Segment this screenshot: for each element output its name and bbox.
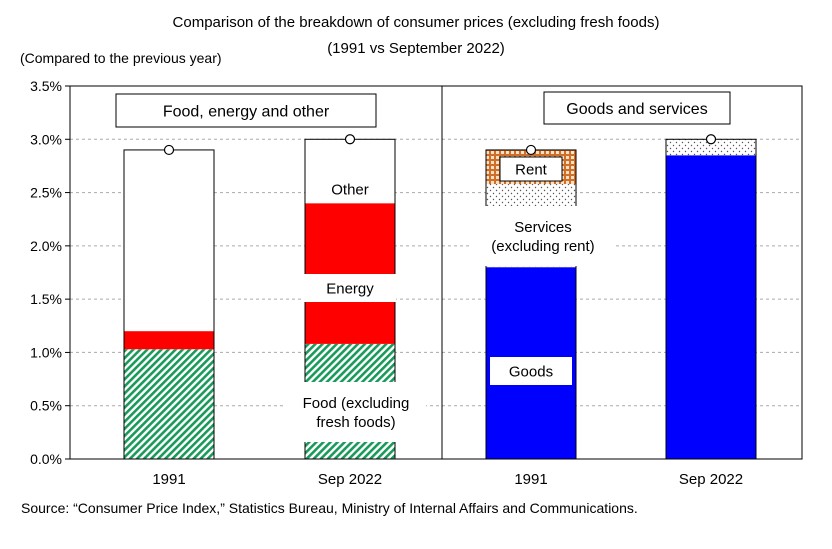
total-marker xyxy=(525,144,537,156)
x-tick-label: Sep 2022 xyxy=(679,471,743,488)
food-label-box xyxy=(286,382,426,442)
y-axis-unit-label: (Compared to the previous year) xyxy=(20,50,222,66)
y-tick-label: 1.5% xyxy=(30,291,62,307)
y-tick-label: 2.0% xyxy=(30,238,62,254)
y-tick-label: 2.5% xyxy=(30,185,62,201)
plot-border xyxy=(69,85,803,460)
panel-label-right-box xyxy=(543,91,731,125)
y-tick-label: 0.0% xyxy=(30,451,62,467)
chart-subtitle: (1991 vs September 2022) xyxy=(327,40,505,57)
goods-segment xyxy=(666,155,756,459)
energy-label-text: Energy xyxy=(326,280,374,297)
panel-label-right: Goods and services xyxy=(543,91,731,125)
goods-label-box xyxy=(490,357,572,385)
total-marker xyxy=(163,144,175,156)
other-label: Other xyxy=(312,175,388,203)
y-tick-label: 0.5% xyxy=(30,398,62,414)
source-note: Source: “Consumer Price Index,” Statisti… xyxy=(21,500,638,516)
food-label: Food (excluding fresh foods) xyxy=(286,382,426,442)
panel-label-right-text: Goods and services xyxy=(566,101,707,118)
energy-segment xyxy=(305,203,395,344)
bars xyxy=(123,134,757,460)
y-tick-label: 3.5% xyxy=(30,78,62,94)
total-marker xyxy=(705,134,717,145)
services-label-text: Services xyxy=(514,219,572,236)
other-label-text: Other xyxy=(331,181,369,198)
axis-ticks: 0.0% 0.5% 1.0% 1.5% 2.0% 2.5% 3.0% 3.5% 1991 Sep … xyxy=(30,78,743,488)
y-tick-label: 3.0% xyxy=(30,131,62,147)
energy-segment xyxy=(124,331,214,350)
plot-frame xyxy=(69,85,803,460)
services-label: Services (excluding rent) xyxy=(472,206,614,266)
panel-label-left: Food, energy and other xyxy=(115,93,377,128)
panel-label-left-text: Food, energy and other xyxy=(163,103,330,120)
rent-label: Rent xyxy=(499,156,563,182)
y-tick-label: 1.0% xyxy=(30,344,62,360)
energy-label-box xyxy=(304,274,396,302)
services-label-box xyxy=(472,206,614,266)
food-segment xyxy=(124,349,214,459)
other-label-box xyxy=(312,175,388,203)
food-label-text: fresh foods) xyxy=(316,414,395,431)
goods-label: Goods xyxy=(490,357,572,385)
services-segment xyxy=(666,139,756,156)
energy-label: Energy xyxy=(304,274,396,302)
other-segment xyxy=(124,149,214,332)
total-marker xyxy=(344,134,356,145)
goods-label-text: Goods xyxy=(509,363,553,380)
x-tick-label: 1991 xyxy=(514,471,547,488)
services-label-text: (excluding rent) xyxy=(491,238,594,255)
panel-label-left-box xyxy=(115,93,377,128)
rent-label-box xyxy=(499,156,563,182)
food-label-text: Food (excluding xyxy=(303,395,410,412)
rent-label-text: Rent xyxy=(515,161,548,178)
x-tick-label: 1991 xyxy=(152,471,185,488)
chart-title: Comparison of the breakdown of consumer … xyxy=(172,14,660,31)
segment-labels: Food, energy and other Goods and services… xyxy=(115,91,731,442)
x-tick-label: Sep 2022 xyxy=(318,471,382,488)
